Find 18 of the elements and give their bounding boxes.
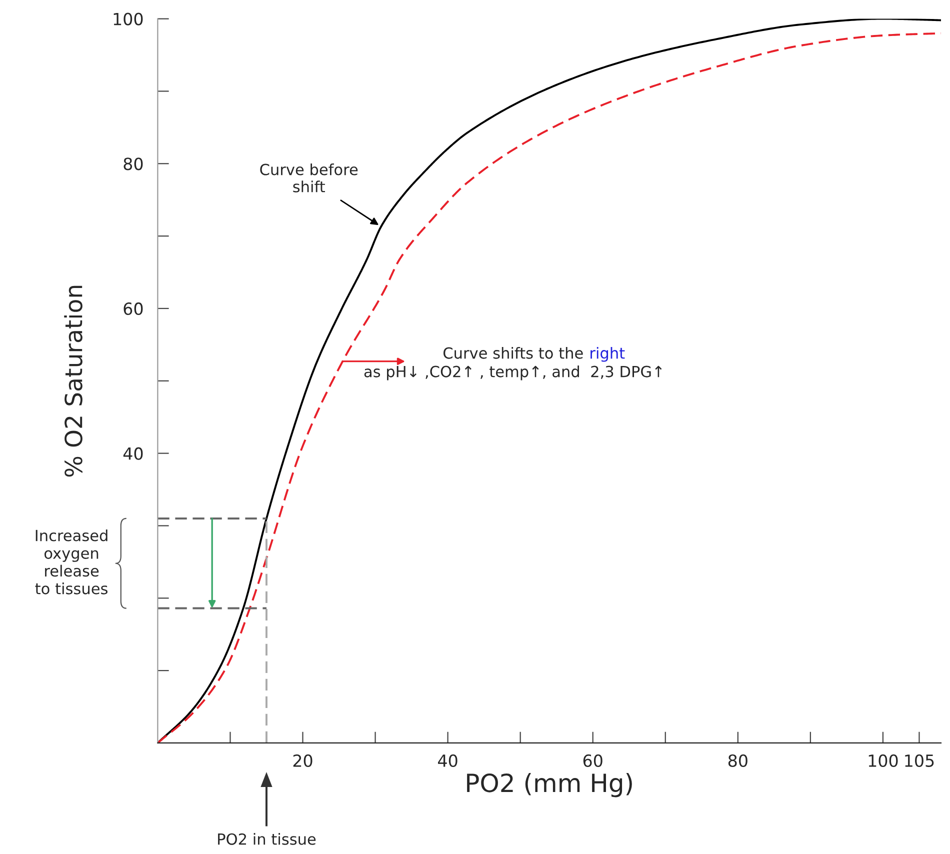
annotation: right bbox=[590, 346, 625, 362]
x-tick-label: 20 bbox=[293, 754, 312, 767]
y-tick-label: 100 bbox=[114, 12, 143, 26]
text: Increased oxygen release to tissues bbox=[35, 529, 108, 594]
text: PO2 in tissue bbox=[218, 833, 316, 845]
y-tick-label: 60 bbox=[124, 302, 143, 316]
x-tick-label: 100 bbox=[868, 754, 898, 767]
y-tick-label: 40 bbox=[123, 447, 143, 460]
y-tick-label: 80 bbox=[124, 158, 143, 170]
x-tick-label: 80 bbox=[728, 754, 748, 767]
annotation: Curve shifts to the bbox=[443, 346, 583, 359]
x-tick-label: 60 bbox=[583, 754, 602, 767]
annotation: Curve before shift bbox=[260, 163, 358, 192]
annotation: as pH↓ ,CO2↑ , temp↑, and 2,3 DPG↑ bbox=[364, 365, 662, 380]
x-axis-title: PO2 (mm Hg) bbox=[467, 773, 632, 798]
y-axis-title: % O2 Saturation bbox=[64, 286, 82, 477]
x-tick-label: 105 bbox=[905, 754, 934, 767]
x-tick-label: 40 bbox=[438, 754, 458, 767]
